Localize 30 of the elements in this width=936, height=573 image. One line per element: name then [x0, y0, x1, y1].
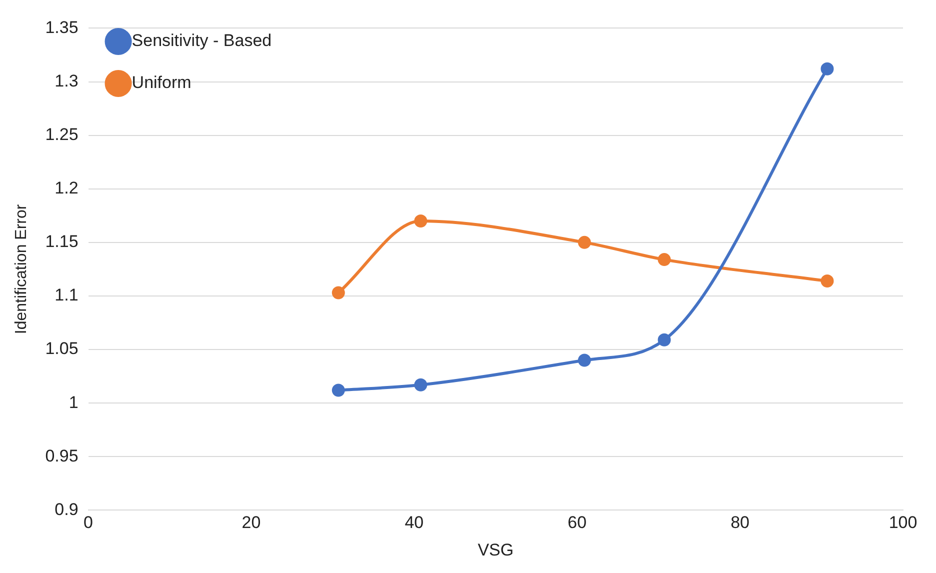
x-tick-label: 60 — [568, 513, 587, 532]
y-tick-label: 1.3 — [54, 71, 78, 90]
x-tick-label: 40 — [404, 513, 424, 532]
x-tick-label: 0 — [84, 513, 94, 532]
legend-label: Uniform — [132, 73, 192, 92]
point — [658, 333, 671, 346]
point — [414, 214, 428, 228]
x-tick-label: 20 — [242, 513, 261, 532]
y-tick-label: 1.2 — [54, 178, 78, 198]
y-tick-label: 1.25 — [45, 125, 78, 144]
point — [578, 354, 591, 367]
y-tick-label: 1.05 — [45, 339, 78, 358]
y-tick-label: 1.1 — [54, 286, 78, 305]
y-tick-label: 1.15 — [45, 232, 78, 252]
point — [332, 286, 345, 300]
x-tick-label: 80 — [730, 513, 750, 532]
legend-label: Sensitivity - Based — [132, 31, 272, 50]
y-tick-label: 0.95 — [45, 446, 78, 466]
point — [414, 378, 428, 392]
y-tick-label: 1.35 — [45, 18, 78, 37]
y-axis-title: Identification Error — [13, 204, 30, 334]
y-tick-label: 1 — [68, 392, 78, 412]
point — [658, 253, 671, 266]
point — [820, 274, 834, 288]
point — [820, 62, 834, 76]
point — [332, 384, 345, 397]
x-tick-label: 100 — [888, 513, 918, 532]
x-axis-title: VSG — [478, 540, 514, 560]
point — [578, 236, 591, 249]
y-tick-label: 0.9 — [54, 500, 78, 519]
